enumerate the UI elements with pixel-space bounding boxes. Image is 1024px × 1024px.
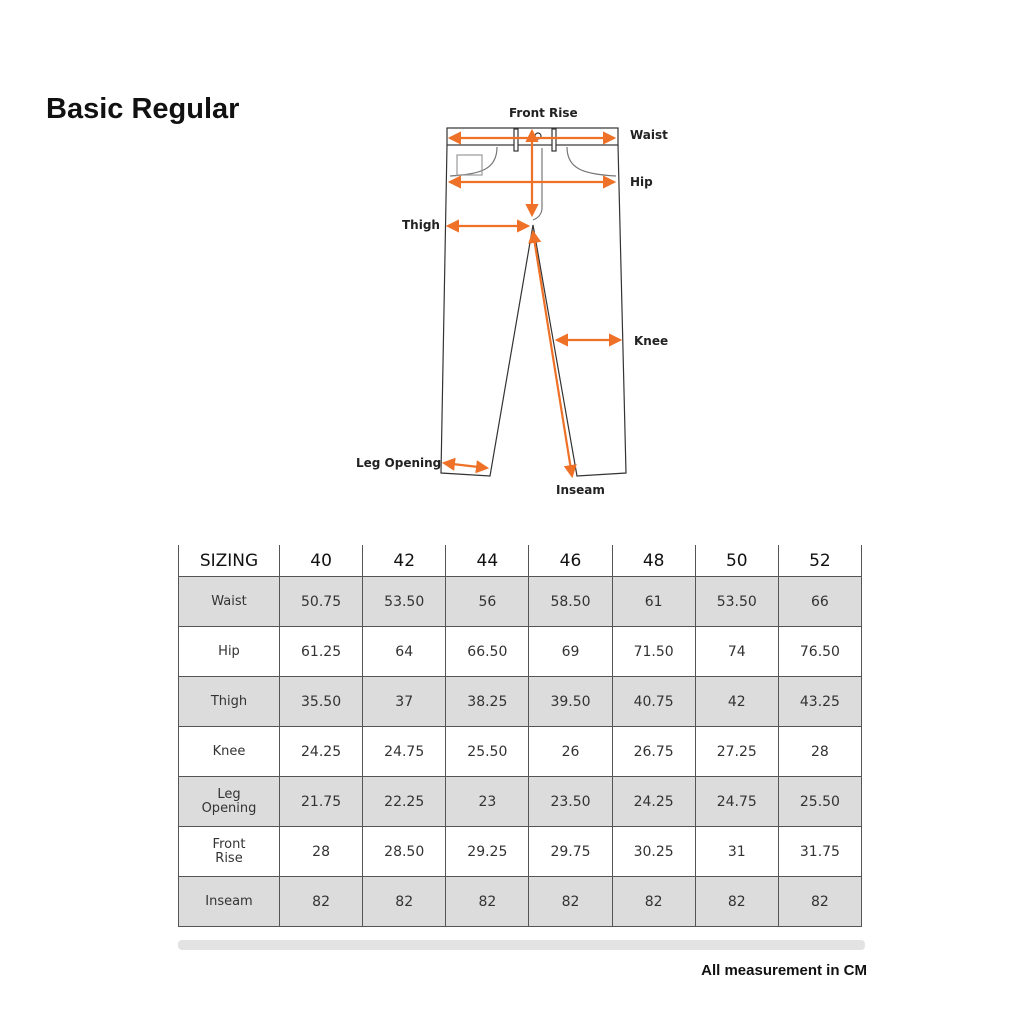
size-header-48: 48 <box>611 545 696 577</box>
sizing-header: SIZING <box>178 545 280 577</box>
table-cell: 25.50 <box>445 726 530 777</box>
table-cell: 31.75 <box>777 826 863 877</box>
table-cell: 35.50 <box>278 676 364 727</box>
inseam-arrow <box>528 229 577 479</box>
table-cell: 61.25 <box>278 626 364 677</box>
horizontal-scrollbar[interactable] <box>178 940 865 950</box>
size-header-46: 46 <box>528 545 613 577</box>
size-chart-table: SIZING 40 42 44 46 48 50 52 Waist 50.75 53.50 56 58… <box>178 545 863 927</box>
row-label: Thigh <box>178 676 280 727</box>
table-cell: 82 <box>362 876 447 927</box>
table-cell: 23 <box>445 776 530 827</box>
table-cell: 23.50 <box>528 776 613 827</box>
table-cell: 24.25 <box>278 726 364 777</box>
measurement-arrows <box>441 128 623 479</box>
table-cell: 76.50 <box>777 626 863 677</box>
size-header-42: 42 <box>362 545 447 577</box>
waist-label: Waist <box>630 128 668 142</box>
hip-label: Hip <box>630 175 653 189</box>
row-label: Waist <box>178 576 280 627</box>
inseam-label: Inseam <box>556 483 605 497</box>
table-cell: 30.25 <box>611 826 696 877</box>
row-label: Knee <box>178 726 280 777</box>
pants-diagram <box>440 127 627 479</box>
measurement-note: All measurement in CM <box>701 962 867 979</box>
table-row: Front Rise 28 28.50 29.25 29.75 30.25 31 31.75 <box>178 826 863 877</box>
table-cell: 69 <box>528 626 613 677</box>
table-cell: 56 <box>445 576 530 627</box>
table-cell: 66 <box>777 576 863 627</box>
table-cell: 37 <box>362 676 447 727</box>
table-row: Leg Opening 21.75 22.25 23 23.50 24.25 24.75 25… <box>178 776 863 827</box>
table-cell: 42 <box>694 676 779 727</box>
table-cell: 28 <box>777 726 863 777</box>
table-cell: 24.75 <box>694 776 779 827</box>
front-rise-label: Front Rise <box>509 106 578 120</box>
table-cell: 53.50 <box>362 576 447 627</box>
table-row: Waist 50.75 53.50 56 58.50 61 53.50 66 <box>178 576 863 627</box>
table-cell: 50.75 <box>278 576 364 627</box>
table-cell: 82 <box>528 876 613 927</box>
table-cell: 74 <box>694 626 779 677</box>
pants-outline <box>440 127 627 477</box>
size-header-44: 44 <box>445 545 530 577</box>
table-cell: 29.75 <box>528 826 613 877</box>
table-cell: 27.25 <box>694 726 779 777</box>
size-header-52: 52 <box>777 545 863 577</box>
table-cell: 82 <box>611 876 696 927</box>
table-cell: 53.50 <box>694 576 779 627</box>
table-row: Hip 61.25 64 66.50 69 71.50 74 76.50 <box>178 626 863 677</box>
size-header-40: 40 <box>278 545 364 577</box>
leg-opening-arrow <box>441 457 490 474</box>
table-cell: 29.25 <box>445 826 530 877</box>
table-cell: 43.25 <box>777 676 863 727</box>
table-cell: 66.50 <box>445 626 530 677</box>
table-cell: 24.25 <box>611 776 696 827</box>
knee-label: Knee <box>634 334 669 348</box>
row-label: Front Rise <box>178 826 280 877</box>
table-cell: 24.75 <box>362 726 447 777</box>
table-cell: 31 <box>694 826 779 877</box>
table-cell: 39.50 <box>528 676 613 727</box>
table-cell: 26.75 <box>611 726 696 777</box>
table-cell: 25.50 <box>777 776 863 827</box>
row-label: Hip <box>178 626 280 677</box>
table-cell: 82 <box>777 876 863 927</box>
table-cell: 26 <box>528 726 613 777</box>
thigh-label: Thigh <box>402 218 440 232</box>
table-cell: 28.50 <box>362 826 447 877</box>
row-label: Leg Opening <box>178 776 280 827</box>
size-header-50: 50 <box>694 545 779 577</box>
table-header-row: SIZING 40 42 44 46 48 50 52 <box>178 545 863 577</box>
table-row: Thigh 35.50 37 38.25 39.50 40.75 42 43.25 <box>178 676 863 727</box>
table-cell: 40.75 <box>611 676 696 727</box>
table-cell: 64 <box>362 626 447 677</box>
table-cell: 82 <box>278 876 364 927</box>
table-row: Knee 24.25 24.75 25.50 26 26.75 27.25 28 <box>178 726 863 777</box>
table-cell: 21.75 <box>278 776 364 827</box>
table-row: Inseam 82 82 82 82 82 82 82 <box>178 876 863 927</box>
table-cell: 58.50 <box>528 576 613 627</box>
leg-opening-label: Leg Opening <box>356 456 442 470</box>
table-cell: 28 <box>278 826 364 877</box>
table-cell: 82 <box>694 876 779 927</box>
row-label: Inseam <box>178 876 280 927</box>
table-cell: 38.25 <box>445 676 530 727</box>
table-cell: 61 <box>611 576 696 627</box>
table-cell: 82 <box>445 876 530 927</box>
table-cell: 71.50 <box>611 626 696 677</box>
page-title: Basic Regular <box>46 93 240 125</box>
table-cell: 22.25 <box>362 776 447 827</box>
